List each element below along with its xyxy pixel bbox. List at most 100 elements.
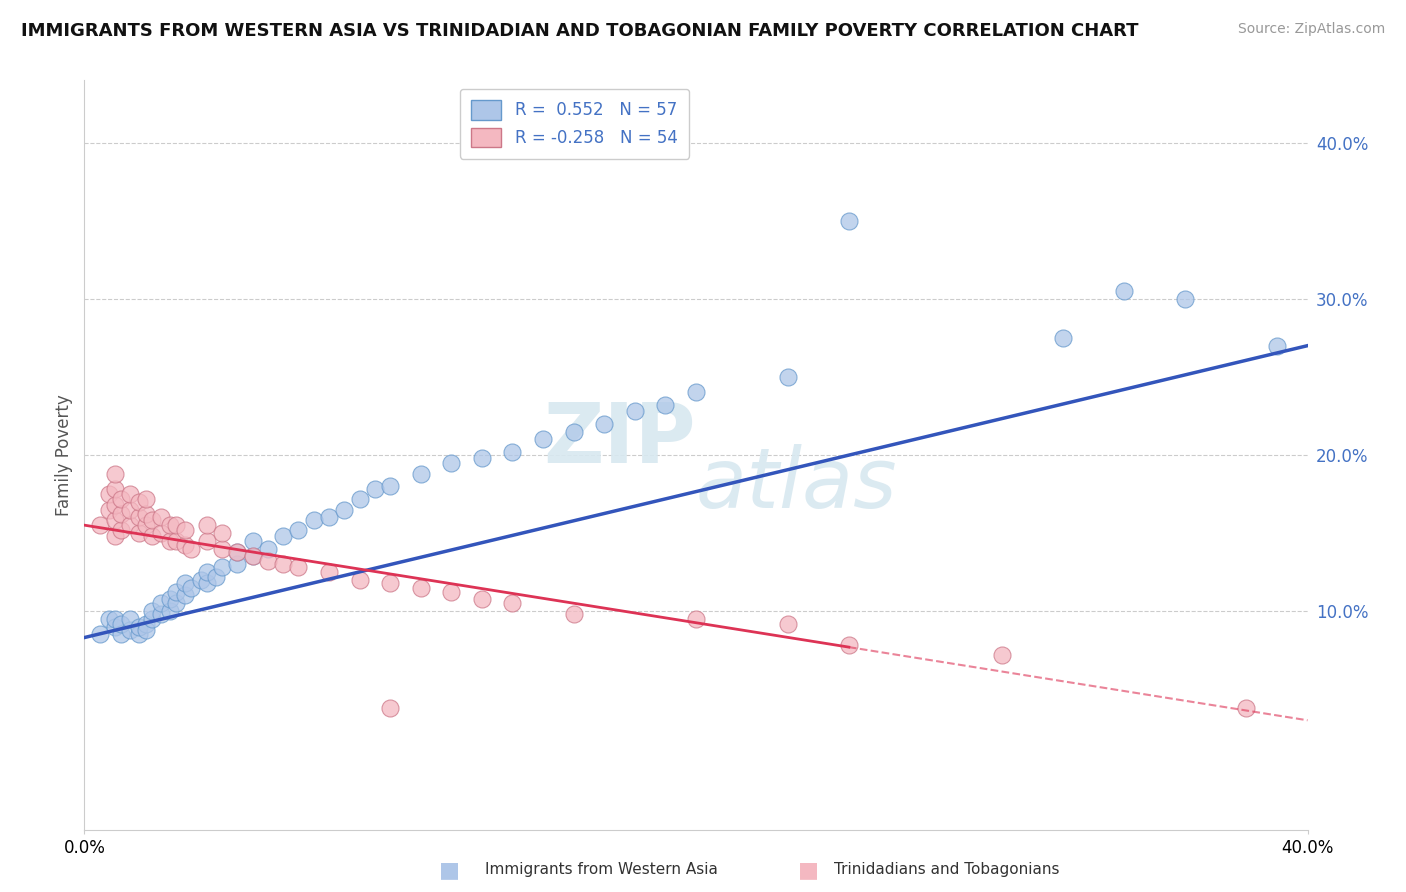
Point <box>502 596 524 610</box>
Point <box>174 576 197 591</box>
Point <box>141 604 163 618</box>
Point <box>776 616 799 631</box>
Point <box>110 523 132 537</box>
Point <box>89 627 111 641</box>
Point <box>97 612 120 626</box>
Point <box>165 596 187 610</box>
Point <box>149 607 172 621</box>
Text: ■: ■ <box>440 860 460 880</box>
Point <box>110 616 132 631</box>
Point <box>180 581 202 595</box>
Point <box>440 456 463 470</box>
Point <box>128 619 150 633</box>
Point <box>409 581 432 595</box>
Point <box>205 570 228 584</box>
Point <box>165 585 187 599</box>
Point <box>776 369 799 384</box>
Point <box>120 612 142 626</box>
Point <box>149 526 172 541</box>
Point <box>135 491 157 506</box>
Point <box>380 701 402 715</box>
Point <box>141 513 163 527</box>
Point <box>135 623 157 637</box>
Point <box>104 483 127 497</box>
Point <box>838 639 860 653</box>
Point <box>211 560 233 574</box>
Point <box>135 507 157 521</box>
Text: Source: ZipAtlas.com: Source: ZipAtlas.com <box>1237 22 1385 37</box>
Point <box>991 648 1014 662</box>
Point <box>174 589 197 603</box>
Point <box>364 483 387 497</box>
Point <box>318 565 340 579</box>
Point <box>349 491 371 506</box>
Text: IMMIGRANTS FROM WESTERN ASIA VS TRINIDADIAN AND TOBAGONIAN FAMILY POVERTY CORREL: IMMIGRANTS FROM WESTERN ASIA VS TRINIDAD… <box>21 22 1139 40</box>
Point <box>471 451 494 466</box>
Point <box>380 576 402 591</box>
Point <box>226 557 249 572</box>
Point <box>104 467 127 481</box>
Point <box>440 585 463 599</box>
Point <box>242 549 264 564</box>
Point <box>271 529 294 543</box>
Point <box>302 513 325 527</box>
Point <box>226 544 249 558</box>
Point <box>110 627 132 641</box>
Point <box>271 557 294 572</box>
Point <box>120 518 142 533</box>
Point <box>257 554 280 568</box>
Point <box>110 507 132 521</box>
Point <box>141 612 163 626</box>
Point <box>242 549 264 564</box>
Point <box>165 533 187 548</box>
Legend: R =  0.552   N = 57, R = -0.258   N = 54: R = 0.552 N = 57, R = -0.258 N = 54 <box>460 88 689 159</box>
Point <box>120 487 142 501</box>
Point <box>195 565 218 579</box>
Point <box>838 213 860 227</box>
Point <box>562 425 585 439</box>
Point <box>159 591 181 606</box>
Point <box>318 510 340 524</box>
Text: ZIP: ZIP <box>544 400 696 481</box>
Text: Trinidadians and Tobagonians: Trinidadians and Tobagonians <box>834 863 1059 877</box>
Point <box>654 398 676 412</box>
Point <box>165 518 187 533</box>
Point <box>287 560 309 574</box>
Point <box>1265 338 1288 352</box>
Point <box>128 510 150 524</box>
Point <box>195 533 218 548</box>
Point <box>159 518 181 533</box>
Point <box>110 491 132 506</box>
Point <box>226 544 249 558</box>
Point <box>242 533 264 548</box>
Point <box>159 604 181 618</box>
Point <box>1236 701 1258 715</box>
Point <box>211 541 233 556</box>
Point <box>104 529 127 543</box>
Point <box>1052 331 1074 345</box>
Point <box>135 518 157 533</box>
Point <box>593 417 616 431</box>
Point <box>104 619 127 633</box>
Point <box>104 498 127 512</box>
Point <box>97 502 120 516</box>
Point <box>149 596 172 610</box>
Point <box>380 479 402 493</box>
Point <box>685 385 707 400</box>
Point <box>333 502 356 516</box>
Point <box>135 616 157 631</box>
Point <box>531 432 554 446</box>
Point <box>624 404 647 418</box>
Point <box>471 591 494 606</box>
Point <box>120 502 142 516</box>
Point <box>128 526 150 541</box>
Point <box>97 487 120 501</box>
Point <box>159 533 181 548</box>
Point <box>195 576 218 591</box>
Point <box>89 518 111 533</box>
Point <box>1114 284 1136 298</box>
Point <box>190 573 212 587</box>
Point <box>409 467 432 481</box>
Point <box>120 623 142 637</box>
Text: atlas: atlas <box>696 444 897 525</box>
